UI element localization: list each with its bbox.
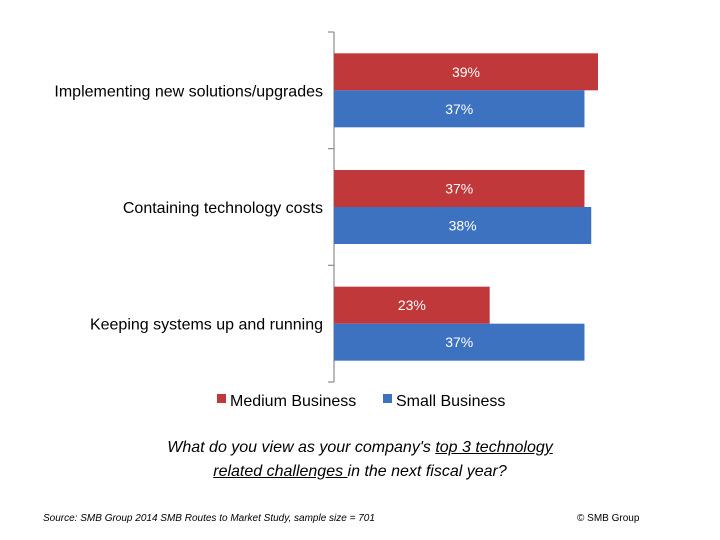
data-label: 37% [445,101,473,117]
question-underlined-1: top 3 technology [435,439,553,456]
question-prefix: What do you view as your company's [167,439,436,456]
bar-small-business [334,323,585,361]
category-label: Implementing new solutions/upgrades [54,83,323,100]
data-label: 38% [449,218,477,234]
chart-bars [334,53,598,361]
chart-legend: Medium Business Small Business [217,393,505,410]
bar-small-business [334,207,592,244]
source-note: Source: SMB Group 2014 SMB Routes to Mar… [43,513,375,524]
data-label: 23% [398,297,426,313]
data-label: 37% [445,181,473,197]
data-label: 39% [452,64,480,80]
data-label: 37% [445,334,473,350]
question-underlined-2: related challenges [213,463,348,480]
legend-swatch [383,394,392,403]
legend-swatch [217,394,226,403]
legend-label: Medium Business [230,393,356,410]
legend-label: Small Business [396,393,505,410]
copyright-note: © SMB Group [577,513,640,524]
chart-axis [328,31,335,383]
chart-labels: Implementing new solutions/upgrades 39% 37… [54,64,480,350]
category-label: Keeping systems up and running [90,317,323,334]
bar-medium-business [334,286,490,324]
bar-medium-business [334,53,598,91]
bar-chart: Implementing new solutions/upgrades 39% 37… [54,31,598,410]
bar-medium-business [334,170,585,207]
survey-question: What do you view as your company's top 3… [90,436,630,484]
bar-small-business [334,90,585,128]
category-label: Containing technology costs [123,200,323,217]
question-suffix: in the next fiscal year? [347,463,507,480]
